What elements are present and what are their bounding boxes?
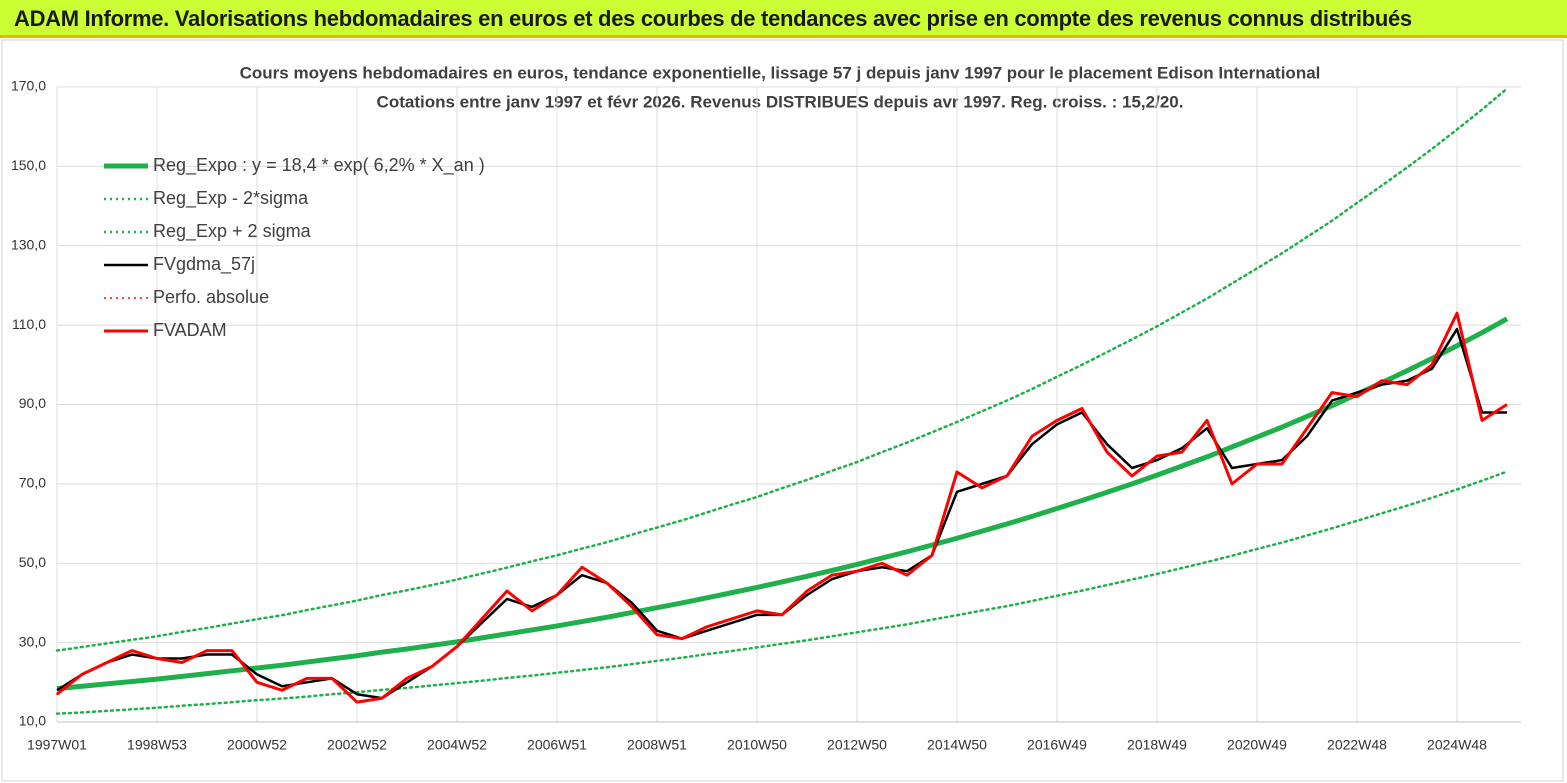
y-tick-label: 130,0 xyxy=(11,236,46,252)
y-tick-label: 10,0 xyxy=(19,713,46,729)
series-line xyxy=(56,311,1508,704)
legend-label: Perfo. absolue xyxy=(153,287,269,307)
x-tick-label: 2022W48 xyxy=(1327,737,1387,753)
x-tick-label: 2020W49 xyxy=(1227,737,1287,753)
y-tick-label: 170,0 xyxy=(11,78,46,94)
y-tick-label: 50,0 xyxy=(19,554,46,570)
x-tick-label: 2004W52 xyxy=(427,737,487,753)
x-tick-label: 2016W49 xyxy=(1027,737,1087,753)
y-tick-label: 90,0 xyxy=(19,395,46,411)
legend-label: FVgdma_57j xyxy=(153,254,255,275)
chart-title: Cours moyens hebdomadaires en euros, ten… xyxy=(240,63,1321,82)
x-tick-label: 2010W50 xyxy=(727,737,787,753)
x-tick-label: 2006W51 xyxy=(527,737,587,753)
x-tick-label: 2018W49 xyxy=(1127,737,1187,753)
y-tick-label: 110,0 xyxy=(12,316,46,332)
series-line xyxy=(55,87,1509,652)
legend-label: Reg_Exp + 2 sigma xyxy=(153,221,312,242)
y-tick-label: 150,0 xyxy=(11,157,46,173)
chart-subtitle: Cotations entre janv 1997 et févr 2026. … xyxy=(377,92,1184,111)
chart: Cours moyens hebdomadaires en euros, ten… xyxy=(1,39,1564,782)
legend-label: Reg_Exp - 2*sigma xyxy=(153,188,309,209)
x-tick-label: 1998W53 xyxy=(127,737,187,753)
x-tick-label: 2012W50 xyxy=(827,737,887,753)
series-line xyxy=(56,316,1509,692)
x-tick-label: 2008W51 xyxy=(627,737,687,753)
x-tick-label: 2002W52 xyxy=(327,737,387,753)
x-tick-label: 2014W50 xyxy=(927,737,987,753)
chart-frame xyxy=(1,39,1564,782)
header-title: ADAM Informe. Valorisations hebdomadaire… xyxy=(14,6,1412,31)
legend-label: FVADAM xyxy=(153,320,227,340)
y-tick-label: 70,0 xyxy=(19,475,46,491)
series-line xyxy=(55,470,1509,715)
legend-label: Reg_Expo : y = 18,4 * exp( 6,2% * X_an ) xyxy=(153,155,485,176)
x-tick-label: 2024W48 xyxy=(1427,737,1487,753)
y-tick-label: 30,0 xyxy=(19,633,46,649)
header: ADAM Informe. Valorisations hebdomadaire… xyxy=(0,0,1567,38)
x-tick-label: 1997W01 xyxy=(27,737,87,753)
x-tick-label: 2000W52 xyxy=(227,737,287,753)
